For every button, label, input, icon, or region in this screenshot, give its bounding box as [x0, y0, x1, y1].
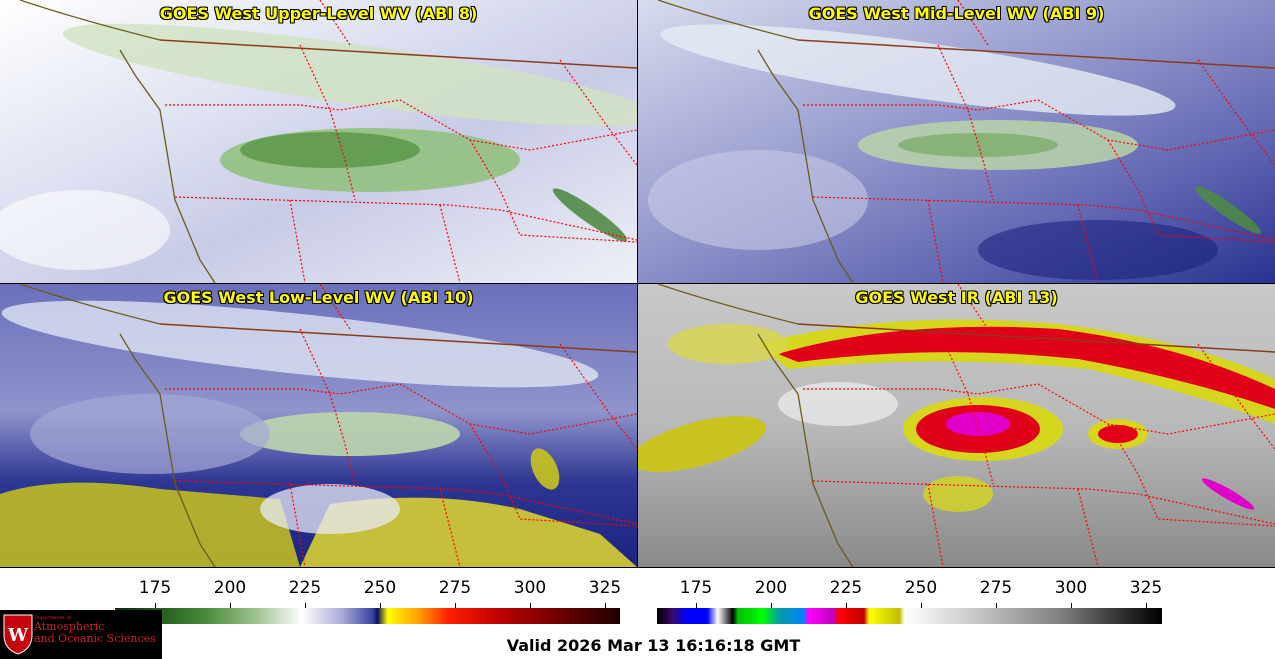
colorbar-wv-tick: 300 [513, 578, 547, 598]
svg-text:W: W [7, 625, 29, 646]
wv-low-image [0, 284, 637, 567]
panel-title: GOES West IR (ABI 13) [855, 288, 1058, 307]
logo-line2: and Oceanic Sciences [34, 632, 156, 645]
panel-low-level-wv: GOES West Low-Level WV (ABI 10) [0, 284, 637, 567]
bottom-divider [0, 567, 1275, 568]
colorbar-ir-gradient [657, 608, 1162, 624]
logo-dept: Department of [34, 615, 71, 621]
horizontal-divider [0, 283, 1275, 284]
panel-upper-level-wv: GOES West Upper-Level WV (ABI 8) [0, 0, 637, 283]
logo-line1: Atmospheric [34, 620, 105, 633]
panel-ir: GOES West IR (ABI 13) [638, 284, 1275, 567]
colorbar-wv-tick: 175 [138, 578, 172, 598]
aos-logo: W Department of Atmospheric and Oceanic … [0, 610, 162, 659]
colorbar-ir-tick: 200 [754, 578, 788, 598]
wv-mid-image [638, 0, 1275, 283]
panel-title: GOES West Mid-Level WV (ABI 9) [808, 4, 1105, 23]
panel-title: GOES West Low-Level WV (ABI 10) [163, 288, 474, 307]
wv-upper-image [0, 0, 637, 283]
colorbar-wv-tick: 200 [213, 578, 247, 598]
colorbar-wv-gradient [115, 608, 620, 624]
colorbar-ir-tick: 275 [979, 578, 1013, 598]
colorbar-wv-tick: 250 [363, 578, 397, 598]
uw-crest-icon: W [3, 614, 33, 655]
colorbar-ir-tick: 175 [679, 578, 713, 598]
colorbar-ir-tick: 225 [829, 578, 863, 598]
colorbar-ir-tick: 325 [1129, 578, 1163, 598]
colorbar-wv-tick: 325 [588, 578, 622, 598]
panel-title: GOES West Upper-Level WV (ABI 8) [159, 4, 478, 23]
colorbar-wv-tick: 275 [438, 578, 472, 598]
valid-time: Valid 2026 Mar 13 16:16:18 GMT [506, 636, 801, 655]
ir-image [638, 284, 1275, 567]
colorbar-ir-tick: 250 [904, 578, 938, 598]
colorbar-wv-tick: 225 [288, 578, 322, 598]
panel-mid-level-wv: GOES West Mid-Level WV (ABI 9) [638, 0, 1275, 283]
colorbar-ir-tick: 300 [1054, 578, 1088, 598]
